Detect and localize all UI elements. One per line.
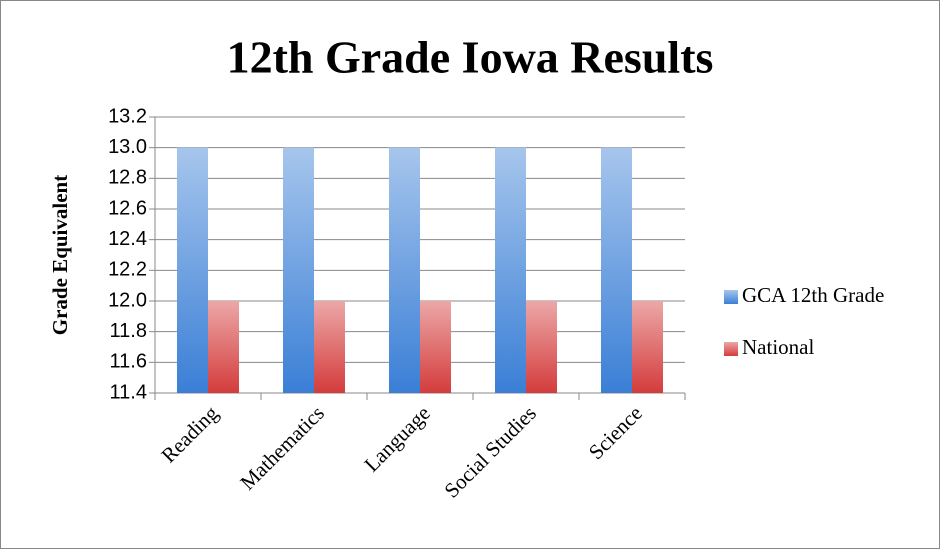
- y-tick-label: 11.6: [110, 351, 147, 373]
- y-tick-label: 11.8: [110, 320, 147, 342]
- bar: [314, 301, 345, 393]
- bar: [632, 301, 663, 393]
- legend-swatch: [724, 290, 738, 304]
- legend-swatch: [724, 342, 738, 356]
- y-tick-label: 12.0: [108, 289, 147, 311]
- bar: [526, 301, 557, 393]
- y-tick-label: 12.6: [108, 197, 147, 219]
- bar: [601, 147, 632, 393]
- bar: [283, 147, 314, 393]
- bar: [208, 301, 239, 393]
- y-tick-label: 11.4: [110, 381, 147, 403]
- bar: [177, 147, 208, 393]
- legend-label: National: [742, 335, 814, 359]
- y-tick-label: 12.8: [108, 167, 147, 189]
- bar: [420, 301, 451, 393]
- bar: [495, 147, 526, 393]
- y-tick-label: 13.0: [108, 136, 147, 158]
- legend-label: GCA 12th Grade: [742, 283, 884, 307]
- chart-title: 12th Grade Iowa Results: [227, 32, 714, 83]
- bar: [389, 147, 420, 393]
- y-tick-label: 13.2: [108, 105, 147, 127]
- y-tick-label: 12.4: [108, 228, 147, 250]
- y-axis-title: Grade Equivalent: [48, 175, 72, 335]
- y-tick-label: 12.2: [108, 259, 147, 281]
